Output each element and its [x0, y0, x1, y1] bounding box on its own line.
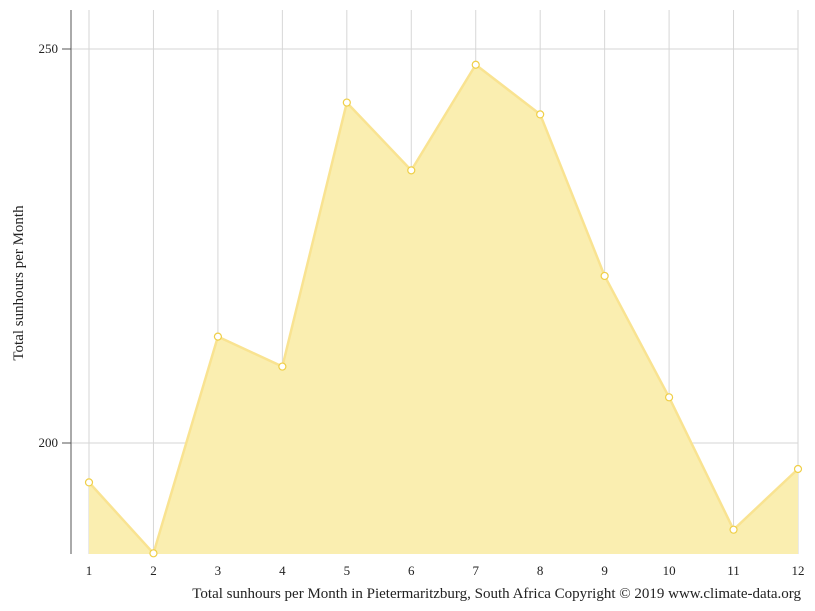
data-markers — [84, 60, 803, 558]
data-point — [149, 549, 158, 558]
x-tick-label: 9 — [601, 563, 608, 578]
x-tick-label: 11 — [727, 563, 740, 578]
data-point — [407, 166, 416, 175]
data-point — [278, 362, 287, 371]
area-series — [88, 63, 799, 555]
x-tick-label: 7 — [472, 563, 479, 578]
data-point — [536, 110, 545, 119]
x-tick-label: 1 — [86, 563, 93, 578]
x-tick-label: 8 — [537, 563, 544, 578]
area-fill — [89, 64, 798, 554]
x-tick-label: 2 — [150, 563, 157, 578]
data-point — [84, 478, 94, 487]
data-point — [664, 393, 674, 402]
data-point — [729, 525, 738, 534]
y-axis-label: Total sunhours per Month — [11, 205, 27, 361]
axes — [62, 10, 72, 554]
series-line — [88, 63, 799, 555]
data-point — [471, 60, 480, 69]
x-tick-label: 5 — [344, 563, 351, 578]
data-point — [342, 98, 351, 107]
x-tick-label: 12 — [792, 563, 805, 578]
chart-caption: Total sunhours per Month in Pietermaritz… — [192, 586, 801, 602]
y-tick-label: 250 — [39, 41, 59, 56]
x-tick-label: 6 — [408, 563, 415, 578]
x-tick-label: 4 — [279, 563, 286, 578]
data-point — [213, 332, 223, 341]
x-tick-label: 10 — [663, 563, 676, 578]
y-tick-label: 200 — [39, 435, 59, 450]
x-tick-label: 3 — [215, 563, 222, 578]
data-point — [793, 464, 803, 474]
data-point — [600, 271, 609, 281]
